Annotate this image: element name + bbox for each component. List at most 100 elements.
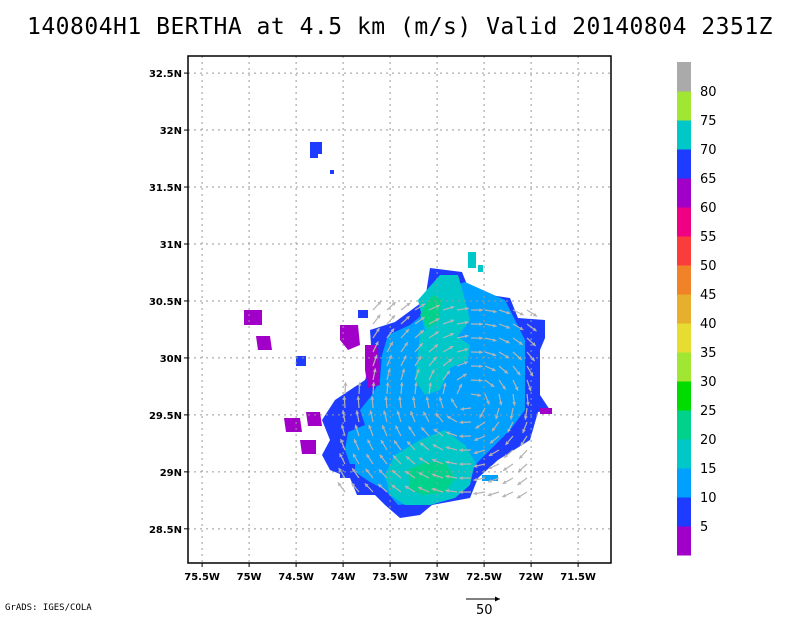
wind-vector-head: [527, 387, 532, 392]
wind-vector-head: [419, 343, 423, 347]
colorbar-segment: [677, 526, 691, 556]
wind-vector-head: [490, 383, 495, 387]
longitude-tick-label: 74.5W: [278, 572, 314, 583]
wind-vector-head: [432, 444, 437, 448]
wind-vector-head: [518, 341, 523, 345]
wind-vector-head: [519, 455, 523, 459]
wind-vector-head: [473, 450, 478, 455]
colorbar-label: 50: [700, 259, 717, 274]
wind-vector-head: [405, 329, 409, 334]
wind-vector-head: [435, 304, 440, 309]
wind-vector-head: [442, 382, 447, 387]
wind-vector-head: [398, 396, 402, 400]
wind-vector-head: [459, 420, 464, 425]
colorbar-segment: [677, 120, 691, 150]
colorbar-segment: [677, 294, 691, 324]
wind-vector-head: [516, 494, 521, 499]
wind-vector-head: [419, 330, 424, 334]
wind-vector-head: [405, 471, 410, 475]
wind-vector-head: [516, 371, 521, 376]
wind-vector-head: [459, 434, 463, 439]
colorbar-label: 25: [700, 404, 717, 419]
wind-vector-head: [464, 306, 469, 311]
wind-vector-head: [489, 439, 494, 444]
wind-vector-head: [374, 341, 379, 346]
wind-speed-region: [330, 170, 334, 174]
wind-vector-head: [339, 453, 343, 458]
wind-vector-head: [338, 467, 343, 472]
wind-vector-head: [479, 322, 483, 327]
credit-text: GrADS: IGES/COLA: [5, 603, 92, 613]
wind-vector-head: [492, 338, 497, 342]
wind-vector-head: [520, 442, 525, 446]
reference-vector: 50: [466, 596, 500, 618]
longitude-tick-label: 72.5W: [466, 572, 502, 583]
wind-vector-head: [462, 373, 467, 378]
colorbar-label: 30: [700, 375, 717, 390]
wind-vector-head: [343, 382, 348, 386]
colorbar-segment: [677, 236, 691, 266]
wind-vector-head: [357, 382, 362, 386]
wind-vector-head: [502, 493, 507, 498]
wind-vector-head: [353, 453, 357, 458]
wind-vector-head: [432, 356, 437, 361]
longitude-tick-label: 71.5W: [560, 572, 596, 583]
wind-vector-head: [445, 474, 450, 479]
colorbar-label: 65: [700, 172, 717, 187]
colorbar-segment: [677, 62, 691, 92]
wind-vector-head: [370, 396, 375, 400]
longitude-tick-label: 72W: [519, 572, 544, 583]
wind-vector-head: [376, 314, 381, 319]
wind-vector-head: [399, 382, 404, 386]
latitude-tick-label: 32N: [160, 126, 182, 137]
wind-vector-head: [498, 401, 503, 406]
wind-vector-head: [367, 439, 371, 444]
wind-vector-head: [432, 458, 437, 463]
wind-vector-head: [445, 460, 450, 465]
wind-vector-head: [341, 410, 346, 415]
wind-vector-head: [518, 468, 523, 472]
wind-vector-head: [430, 369, 435, 374]
wind-vector-head: [519, 311, 524, 316]
wind-vector-head: [505, 354, 510, 359]
map-gridlines: [188, 56, 611, 563]
latitude-tick-label: 30N: [160, 354, 182, 365]
wind-vector-head: [459, 448, 463, 453]
wind-vector-head: [505, 339, 510, 344]
wind-vector-head: [377, 301, 382, 306]
wind-vector-head: [522, 429, 526, 434]
wind-vector-head: [365, 468, 370, 473]
wind-vector-head: [487, 492, 492, 497]
longitude-tick-label: 73W: [425, 572, 450, 583]
map-frame: [187, 55, 612, 564]
wind-vector-head: [379, 454, 384, 459]
wind-vector-head: [375, 327, 380, 332]
wind-vector-head: [464, 347, 469, 352]
wind-vector-head: [506, 310, 511, 315]
wind-vector-head: [413, 382, 418, 386]
colorbar-segment: [677, 323, 691, 353]
wind-vector-head: [438, 396, 443, 401]
wind-vector-head: [381, 425, 386, 430]
wind-vector-head: [404, 342, 408, 347]
colorbar-segment: [677, 439, 691, 469]
wind-vector-head: [408, 426, 413, 431]
wind-vectors: [337, 300, 538, 499]
wind-vector-head: [384, 396, 389, 400]
wind-vector-head: [435, 318, 440, 322]
wind-vector-head: [502, 385, 506, 390]
wind-speed-region: [408, 462, 455, 495]
wind-vector-head: [478, 378, 483, 383]
longitude-tick-label: 73.5W: [372, 572, 408, 583]
wind-vector-head: [450, 305, 455, 310]
wind-vector-head: [396, 410, 401, 415]
colorbar-label: 70: [700, 143, 717, 158]
wind-vector-head: [395, 425, 399, 430]
colorbar-segment: [677, 91, 691, 121]
wind-vector-head: [372, 368, 377, 373]
wind-vector-head: [410, 411, 414, 416]
wind-vector-head: [446, 370, 450, 375]
wind-vector-head: [473, 464, 478, 468]
wind-vector-head: [492, 352, 497, 357]
reference-vector-label: 50: [476, 603, 493, 618]
